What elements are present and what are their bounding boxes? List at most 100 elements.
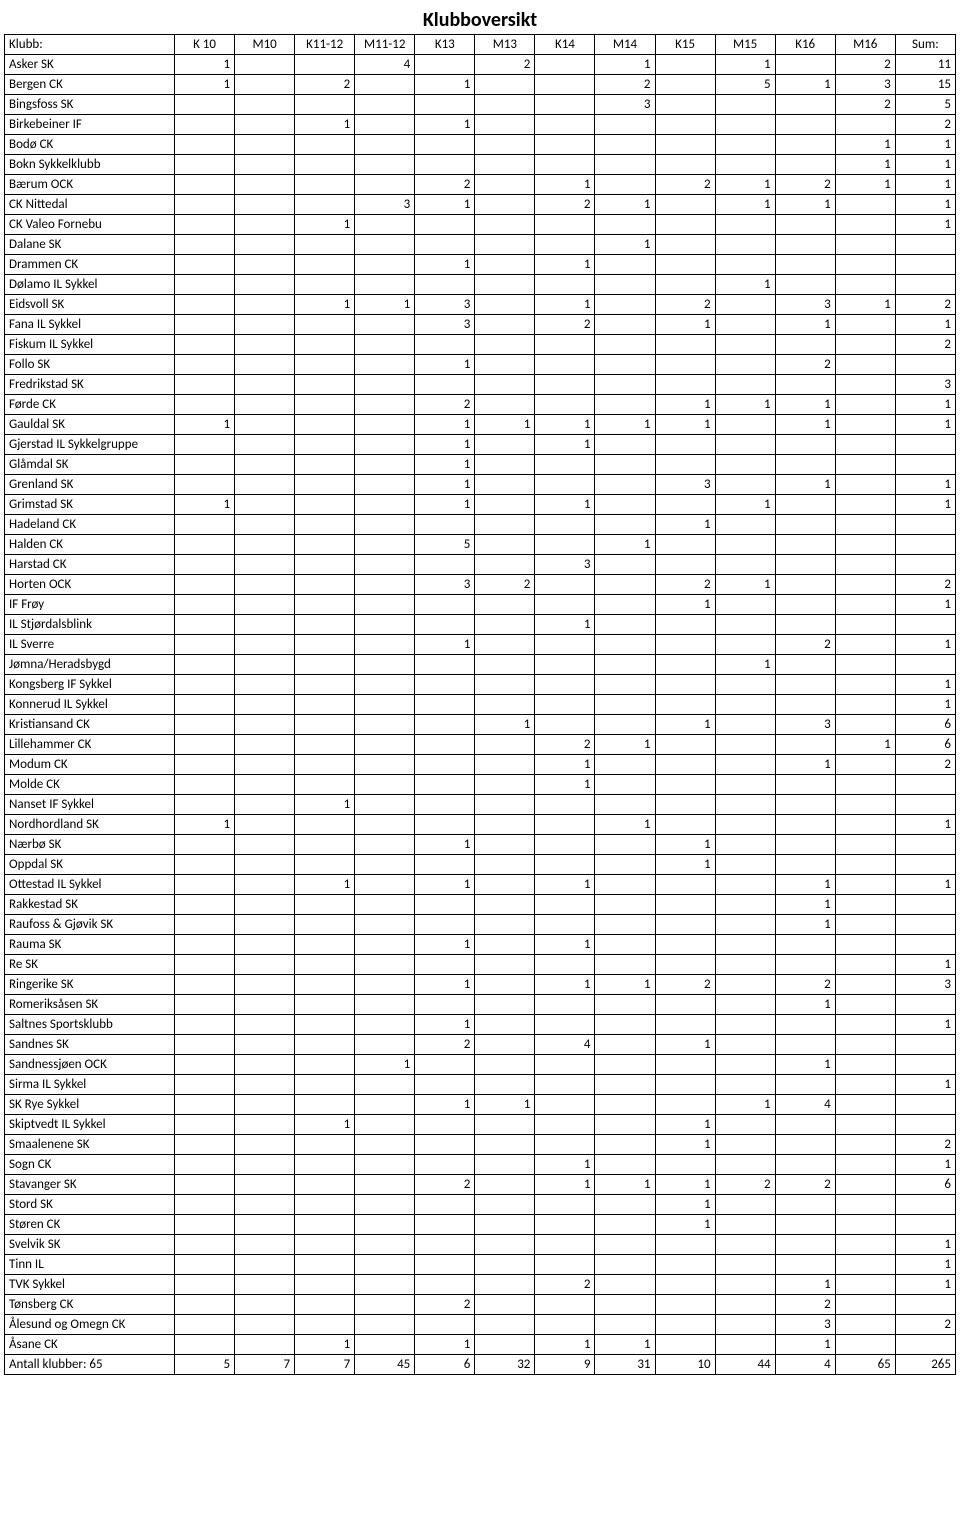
cell-value bbox=[535, 1095, 595, 1115]
cell-value bbox=[835, 775, 895, 795]
table-row: Dølamo IL Sykkel1 bbox=[5, 275, 956, 295]
cell-value bbox=[295, 975, 355, 995]
cell-value: 1 bbox=[715, 1095, 775, 1115]
cell-value bbox=[835, 1155, 895, 1175]
cell-value: 1 bbox=[595, 235, 655, 255]
cell-value bbox=[895, 935, 955, 955]
cell-value bbox=[595, 1195, 655, 1215]
cell-value: 1 bbox=[415, 415, 475, 435]
cell-value bbox=[595, 335, 655, 355]
cell-value bbox=[295, 1035, 355, 1055]
cell-value bbox=[235, 475, 295, 495]
klubb-name: Dølamo IL Sykkel bbox=[5, 275, 175, 295]
cell-value bbox=[535, 235, 595, 255]
cell-value bbox=[355, 1255, 415, 1275]
cell-value: 3 bbox=[595, 95, 655, 115]
cell-value bbox=[355, 695, 415, 715]
table-row: Follo SK12 bbox=[5, 355, 956, 375]
cell-value bbox=[835, 1075, 895, 1095]
cell-value bbox=[775, 95, 835, 115]
cell-value bbox=[235, 875, 295, 895]
klubb-name: Jømna/Heradsbygd bbox=[5, 655, 175, 675]
cell-value bbox=[475, 315, 535, 335]
klubb-name: Follo SK bbox=[5, 355, 175, 375]
cell-value bbox=[355, 955, 415, 975]
cell-value bbox=[655, 1255, 715, 1275]
cell-value bbox=[175, 455, 235, 475]
table-row: Drammen CK11 bbox=[5, 255, 956, 275]
cell-value bbox=[595, 495, 655, 515]
cell-value bbox=[475, 335, 535, 355]
cell-value bbox=[715, 1255, 775, 1275]
cell-value: 3 bbox=[415, 295, 475, 315]
cell-value bbox=[355, 395, 415, 415]
cell-value bbox=[475, 75, 535, 95]
col-header-m16: M16 bbox=[835, 35, 895, 55]
cell-value: 3 bbox=[895, 375, 955, 395]
cell-value bbox=[895, 1115, 955, 1135]
cell-value bbox=[895, 895, 955, 915]
cell-value bbox=[655, 935, 715, 955]
cell-value bbox=[475, 555, 535, 575]
cell-value bbox=[355, 1335, 415, 1355]
cell-value: 5 bbox=[715, 75, 775, 95]
cell-value: 2 bbox=[475, 55, 535, 75]
cell-value bbox=[475, 375, 535, 395]
cell-value bbox=[475, 1275, 535, 1295]
klubb-name: Sandnessjøen OCK bbox=[5, 1055, 175, 1075]
cell-value bbox=[655, 1055, 715, 1075]
cell-value bbox=[295, 375, 355, 395]
klubb-name: TVK Sykkel bbox=[5, 1275, 175, 1295]
cell-value bbox=[235, 535, 295, 555]
klubb-name: Ringerike SK bbox=[5, 975, 175, 995]
cell-value: 2 bbox=[535, 1275, 595, 1295]
table-row: CK Valeo Fornebu11 bbox=[5, 215, 956, 235]
cell-value bbox=[715, 235, 775, 255]
cell-value bbox=[835, 615, 895, 635]
cell-value bbox=[175, 435, 235, 455]
cell-value bbox=[775, 375, 835, 395]
cell-value bbox=[235, 255, 295, 275]
table-row: Horten OCK32212 bbox=[5, 575, 956, 595]
cell-value bbox=[355, 415, 415, 435]
cell-value bbox=[235, 615, 295, 635]
cell-value bbox=[655, 235, 715, 255]
cell-value bbox=[475, 915, 535, 935]
cell-value: 1 bbox=[295, 295, 355, 315]
cell-value bbox=[595, 295, 655, 315]
cell-value bbox=[655, 1095, 715, 1115]
cell-value: 1 bbox=[535, 975, 595, 995]
cell-value bbox=[175, 155, 235, 175]
cell-value: 1 bbox=[415, 475, 475, 495]
klubb-name: Saltnes Sportsklubb bbox=[5, 1015, 175, 1035]
cell-value bbox=[295, 1135, 355, 1155]
table-row: Sandnessjøen OCK11 bbox=[5, 1055, 956, 1075]
cell-value bbox=[355, 355, 415, 375]
cell-value bbox=[655, 455, 715, 475]
col-header-k1112: K11-12 bbox=[295, 35, 355, 55]
cell-value bbox=[715, 635, 775, 655]
cell-value bbox=[175, 275, 235, 295]
cell-value bbox=[295, 1175, 355, 1195]
klubb-name: Bokn Sykkelklubb bbox=[5, 155, 175, 175]
cell-value bbox=[475, 1335, 535, 1355]
table-row: Grimstad SK11111 bbox=[5, 495, 956, 515]
cell-value bbox=[775, 615, 835, 635]
cell-value bbox=[235, 415, 295, 435]
cell-value bbox=[775, 1155, 835, 1175]
cell-value bbox=[655, 755, 715, 775]
cell-value bbox=[295, 1015, 355, 1035]
cell-value bbox=[895, 1295, 955, 1315]
cell-value bbox=[235, 1175, 295, 1195]
cell-value bbox=[475, 1155, 535, 1175]
cell-value bbox=[415, 855, 475, 875]
cell-value bbox=[415, 895, 475, 915]
cell-value bbox=[415, 775, 475, 795]
cell-value bbox=[775, 815, 835, 835]
table-row: Harstad CK3 bbox=[5, 555, 956, 575]
cell-value bbox=[295, 595, 355, 615]
cell-value bbox=[235, 175, 295, 195]
cell-value bbox=[175, 775, 235, 795]
cell-value: 1 bbox=[895, 1255, 955, 1275]
cell-value: 1 bbox=[655, 1115, 715, 1135]
